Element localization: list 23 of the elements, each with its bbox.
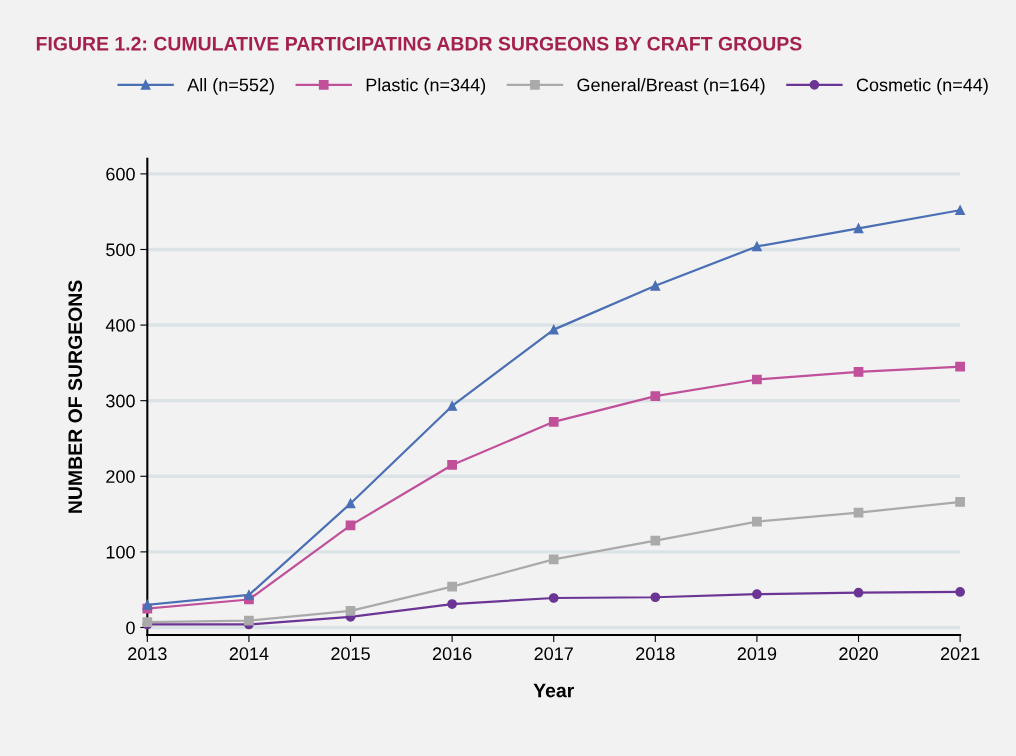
legend-label: Plastic (n=344) bbox=[366, 78, 486, 95]
x-tick-label: 2017 bbox=[534, 647, 573, 661]
y-tick-label: 200 bbox=[106, 470, 135, 483]
y-tick-label: 300 bbox=[106, 394, 135, 408]
x-tick-label: 2015 bbox=[331, 647, 370, 661]
chart-title: FIGURE 1.2: CUMULATIVE PARTICIPATING ABDR SURGEONS BY CRAFT GROUPS bbox=[36, 36, 802, 51]
x-tick-label: 2014 bbox=[229, 647, 269, 661]
x-tick-label: 2016 bbox=[432, 647, 472, 661]
x-tick-label: 2020 bbox=[839, 647, 878, 661]
y-tick-label: 100 bbox=[106, 545, 135, 559]
legend-label: All (n=552) bbox=[187, 78, 274, 95]
y-tick-label: 400 bbox=[105, 319, 135, 332]
y-tick-label: 0 bbox=[126, 621, 135, 635]
legend-label: General/Breast (n=164) bbox=[577, 78, 765, 95]
x-tick-label: 2021 bbox=[940, 647, 980, 661]
y-tick-label: 500 bbox=[106, 243, 135, 257]
x-tick-label: 2018 bbox=[636, 647, 675, 661]
y-tick-label: 600 bbox=[106, 167, 135, 181]
legend-label: Cosmetic (n=44) bbox=[856, 78, 988, 95]
x-tick-label: 2019 bbox=[737, 647, 777, 661]
y-axis-title: NUMBER OF SURGEONS bbox=[68, 280, 83, 513]
x-axis-title: Year bbox=[533, 683, 574, 698]
x-tick-label: 2013 bbox=[128, 647, 167, 661]
